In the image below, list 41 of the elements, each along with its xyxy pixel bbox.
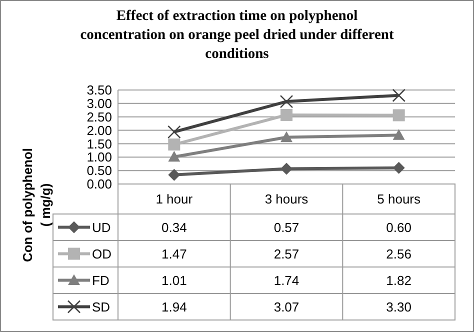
x-tick-label: 1 hour — [156, 192, 194, 207]
point — [280, 108, 292, 121]
data-label: 1.01 — [162, 272, 187, 288]
x-tick-label: 3 hours — [264, 192, 309, 207]
point — [168, 168, 180, 181]
point — [392, 162, 405, 174]
data-label: 1.74 — [274, 272, 300, 288]
y-tick-label: 0.00 — [86, 176, 112, 192]
y-axis-title: Con of polyphenol ( mg/g) — [20, 148, 53, 262]
legend-label: FD — [92, 272, 110, 288]
y-tick-label: 3.50 — [86, 82, 112, 98]
point — [280, 131, 292, 142]
x-tick-label: 5 hours — [377, 192, 422, 207]
y-tick-label: 2.50 — [86, 109, 112, 124]
data-label: 0.34 — [162, 220, 187, 235]
y-tick-label: 3.00 — [86, 96, 112, 111]
y-tick-label: 1.00 — [86, 150, 112, 165]
chart-title: Effect of extraction time on polyphenol concentration on orange peel dried under different conditions — [80, 8, 394, 62]
point — [168, 150, 180, 162]
data-label: 3.30 — [386, 299, 412, 314]
legend-label: SD — [92, 299, 110, 314]
data-label: 1.94 — [162, 299, 187, 314]
point — [168, 125, 181, 139]
data-label: 1.47 — [162, 246, 187, 262]
point — [168, 138, 180, 151]
point — [280, 94, 294, 108]
data-label: 3.07 — [274, 299, 300, 314]
data-label: 2.56 — [386, 246, 412, 262]
point — [392, 88, 406, 102]
data-label: 1.82 — [386, 272, 412, 288]
point — [392, 129, 405, 140]
point — [280, 162, 292, 175]
legend-label: UD — [92, 220, 111, 235]
data-label: 0.57 — [274, 220, 300, 235]
y-tick-label: 2.00 — [86, 122, 112, 138]
data-label: 2.57 — [274, 246, 300, 262]
legend-label: OD — [92, 246, 112, 262]
y-tick-label: 0.50 — [86, 163, 112, 178]
data-label: 0.60 — [386, 220, 412, 235]
point — [392, 109, 405, 122]
y-tick-label: 1.50 — [86, 136, 112, 152]
